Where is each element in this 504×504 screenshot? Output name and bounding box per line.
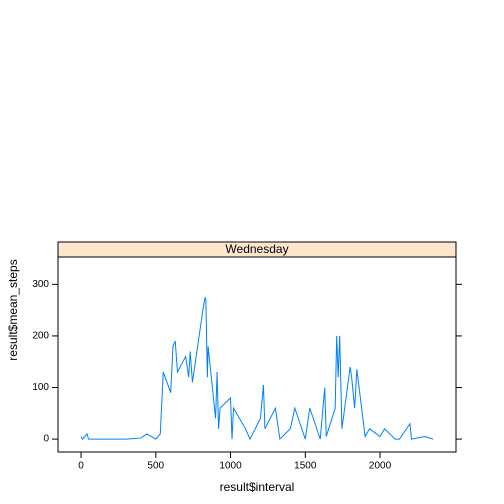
y-tick-label: 200 [32, 331, 49, 342]
x-tick-label: 1500 [294, 461, 317, 472]
panel [57, 256, 457, 453]
y-axis-label: result$mean_steps [6, 259, 20, 360]
x-axis-label: result$interval [220, 480, 295, 494]
y-tick-label: 300 [32, 279, 49, 290]
y-tick-label: 0 [43, 434, 49, 445]
x-tick-label: 1000 [219, 461, 242, 472]
x-tick-label: 2000 [369, 461, 392, 472]
data-line [80, 297, 434, 441]
strip-label: Wednesday [225, 242, 288, 256]
y-tick-label: 100 [32, 382, 49, 393]
x-tick-label: 500 [147, 461, 164, 472]
x-tick-label: 0 [78, 461, 84, 472]
